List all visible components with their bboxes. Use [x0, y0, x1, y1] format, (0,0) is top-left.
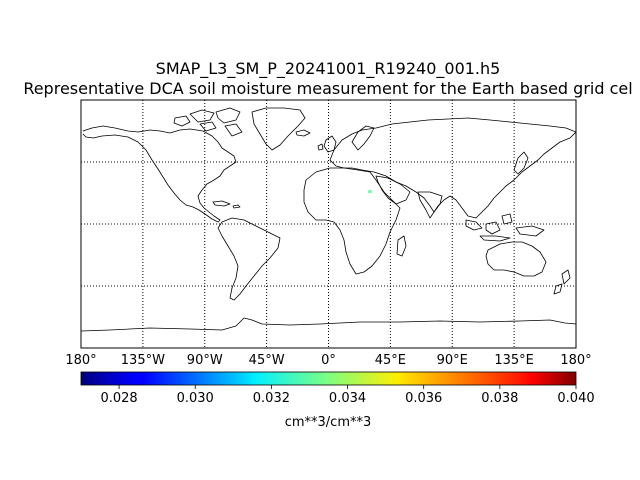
colorbar-tick-label-0: 0.028 [100, 391, 137, 406]
coastline-australia [485, 241, 547, 277]
map-area [81, 100, 576, 348]
coastline-antarctica [81, 317, 576, 332]
coastline-africa [303, 167, 401, 275]
data-points [368, 190, 372, 194]
coastline-eurasia [329, 117, 576, 219]
colorbar-label: cm**3/cm**3 [285, 415, 372, 430]
colorbar-tick-label-5: 0.038 [481, 391, 518, 406]
coastline-arctic-islands [173, 107, 243, 137]
coastline-iceland [295, 129, 311, 137]
lon-tick-label-3: 45°W [249, 353, 285, 368]
lon-tick-label-7: 135°E [494, 353, 534, 368]
coastlines [81, 107, 576, 332]
longitude-labels: 180° 135°W 90°W 45°W 0° 45°E 90°E 135°E 180° [65, 353, 591, 368]
chart-title: SMAP_L3_SM_P_20241001_R19240_001.h5 [156, 59, 501, 79]
coastline-south-america [217, 217, 281, 301]
lon-tick-label-2: 90°W [187, 353, 223, 368]
lon-tick-label-1: 135°W [121, 353, 165, 368]
colorbar-tick-label-6: 0.040 [557, 391, 594, 406]
colorbar-tick-label-1: 0.030 [177, 391, 214, 406]
colorbar-ticks: 0.028 0.030 0.032 0.034 0.036 0.038 0.040 [100, 385, 595, 406]
coastline-north-america [82, 125, 237, 223]
lon-tick-label-8: 180° [560, 353, 591, 368]
lon-tick-label-0: 180° [65, 353, 96, 368]
coastline-new-zealand [553, 269, 571, 295]
lon-tick-label-4: 0° [321, 353, 336, 368]
coastline-greenland [251, 107, 306, 151]
colorbar-ramp [80, 371, 577, 386]
coastline-madagascar [396, 235, 407, 257]
colorbar-tick-label-2: 0.032 [253, 391, 290, 406]
coastline-caribbean [212, 200, 241, 209]
map-border [80, 99, 577, 349]
chart-subtitle: Representative DCA soil moisture measure… [23, 79, 632, 98]
colorbar-tick-label-4: 0.036 [405, 391, 442, 406]
data-point-0 [368, 190, 372, 194]
coastline-japan [513, 151, 529, 175]
coastline-india [417, 191, 443, 219]
colorbar-tick-label-3: 0.034 [329, 391, 366, 406]
coastline-british-isles [317, 135, 337, 153]
coastline-scandinavia [351, 125, 375, 151]
coastline-maritime-se-asia [465, 213, 545, 242]
lon-tick-label-5: 45°E [375, 353, 406, 368]
lon-tick-label-6: 90°E [437, 353, 468, 368]
